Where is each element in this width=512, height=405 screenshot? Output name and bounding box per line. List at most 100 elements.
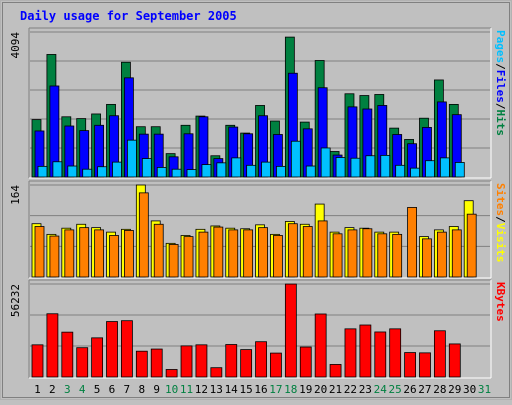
bar-sites bbox=[153, 223, 164, 278]
bar-sites bbox=[168, 244, 179, 278]
bar-kbytes bbox=[404, 352, 416, 378]
legend-separator: / bbox=[494, 103, 507, 110]
x-tick-label: 12 bbox=[195, 383, 208, 396]
bar-sites bbox=[377, 233, 388, 278]
legend-hits: Hits bbox=[494, 110, 507, 137]
x-tick-label: 25 bbox=[389, 383, 402, 396]
bar-kbytes bbox=[46, 313, 59, 378]
bar-kbytes bbox=[106, 321, 118, 378]
x-tick-label: 17 bbox=[269, 383, 282, 396]
bar-sites bbox=[392, 233, 403, 278]
bar-pages bbox=[201, 164, 212, 178]
x-tick-label: 2 bbox=[49, 383, 56, 396]
frame-shadow bbox=[2, 2, 510, 398]
x-tick-label: 28 bbox=[433, 383, 446, 396]
bar-sites bbox=[198, 231, 209, 278]
bar-sites bbox=[273, 235, 283, 278]
legend: KBytes bbox=[494, 282, 507, 322]
bar-sites bbox=[124, 230, 134, 278]
bar-sites bbox=[138, 192, 149, 278]
x-tick-label: 29 bbox=[448, 383, 461, 396]
x-tick-label: 18 bbox=[284, 383, 297, 396]
bar-kbytes bbox=[150, 348, 163, 378]
bar-pages bbox=[276, 165, 286, 178]
chart-title: Daily usage for September 2005 bbox=[20, 9, 237, 23]
x-tick-label: 22 bbox=[344, 383, 357, 396]
bar-pages bbox=[82, 168, 93, 178]
x-tick-label: 8 bbox=[138, 383, 145, 396]
bar-kbytes bbox=[165, 369, 178, 378]
bar-kbytes bbox=[61, 331, 74, 378]
x-tick-label: 20 bbox=[314, 383, 327, 396]
bar-pages bbox=[216, 162, 227, 178]
x-tick-label: 7 bbox=[124, 383, 131, 396]
bar-pages bbox=[290, 140, 301, 178]
y-max-label: 56232 bbox=[9, 284, 22, 317]
bar-pages bbox=[171, 168, 182, 178]
legend: Pages/Files/Hits bbox=[494, 30, 507, 136]
bar-sites bbox=[94, 229, 105, 278]
bar-sites bbox=[451, 229, 462, 278]
panel-kbytes: 56232 KBytes bbox=[9, 279, 507, 379]
x-axis-labels: 1 2 3 4 5 6 7 8 9 10 11 12 13 14 15 16 17 18 19 20 21 22 23 24 2… bbox=[34, 383, 491, 396]
bar-kbytes bbox=[448, 343, 461, 378]
bar-kbytes bbox=[344, 328, 357, 378]
bar-pages bbox=[97, 166, 108, 178]
bar-sites bbox=[466, 213, 477, 278]
bar-pages bbox=[320, 147, 331, 178]
x-tick-label: 19 bbox=[299, 383, 312, 396]
bar-kbytes bbox=[180, 345, 193, 378]
x-tick-label: 9 bbox=[153, 383, 160, 396]
x-tick-label: 13 bbox=[210, 383, 223, 396]
legend: Sites/Visits bbox=[494, 183, 507, 263]
bar-kbytes bbox=[374, 331, 387, 378]
x-tick-label: 3 bbox=[64, 383, 71, 396]
x-tick-label: 15 bbox=[239, 383, 252, 396]
bar-sites bbox=[34, 226, 45, 278]
bar-pages bbox=[365, 155, 376, 178]
legend-files: Files bbox=[494, 70, 507, 103]
bar-pages bbox=[380, 154, 391, 178]
bar-sites bbox=[79, 227, 90, 278]
x-tick-label: 1 bbox=[34, 383, 41, 396]
x-tick-label: 21 bbox=[329, 383, 342, 396]
bar-sites bbox=[422, 238, 432, 278]
bar-sites bbox=[317, 220, 328, 278]
bar-pages bbox=[37, 165, 48, 178]
x-tick-label: 23 bbox=[359, 383, 372, 396]
bar-sites bbox=[243, 229, 254, 278]
bar-sites bbox=[109, 235, 119, 278]
bar-pages bbox=[425, 160, 435, 178]
bar-kbytes bbox=[210, 367, 223, 378]
bar-pages bbox=[350, 157, 361, 178]
bar-pages bbox=[454, 162, 465, 178]
bar-kbytes bbox=[359, 324, 372, 378]
bar-sites bbox=[49, 235, 60, 278]
x-tick-label: 10 bbox=[165, 383, 178, 396]
bar-pages bbox=[439, 157, 450, 178]
bar-sites bbox=[302, 226, 313, 278]
bar-pages bbox=[141, 158, 152, 178]
bar-sites bbox=[64, 229, 75, 278]
bar-sites bbox=[258, 227, 268, 278]
bar-kbytes bbox=[91, 337, 104, 378]
bar-pages bbox=[112, 161, 122, 178]
bar-pages bbox=[186, 169, 197, 178]
bar-pages bbox=[231, 157, 242, 178]
x-tick-label: 24 bbox=[374, 383, 388, 396]
bar-pages bbox=[67, 165, 78, 178]
x-tick-label: 11 bbox=[180, 383, 193, 396]
bar-sites bbox=[332, 233, 343, 278]
x-tick-label: 16 bbox=[254, 383, 267, 396]
bar-pages bbox=[335, 157, 346, 178]
bar-pages bbox=[410, 167, 420, 178]
bar-kbytes bbox=[329, 364, 342, 378]
bar-kbytes bbox=[433, 330, 446, 378]
legend-separator: / bbox=[494, 216, 507, 223]
bar-pages bbox=[305, 165, 316, 178]
bar-kbytes bbox=[389, 328, 402, 378]
bar-kbytes bbox=[314, 313, 327, 378]
panel-visits-sites: 164 Sites/Visits bbox=[9, 180, 507, 279]
